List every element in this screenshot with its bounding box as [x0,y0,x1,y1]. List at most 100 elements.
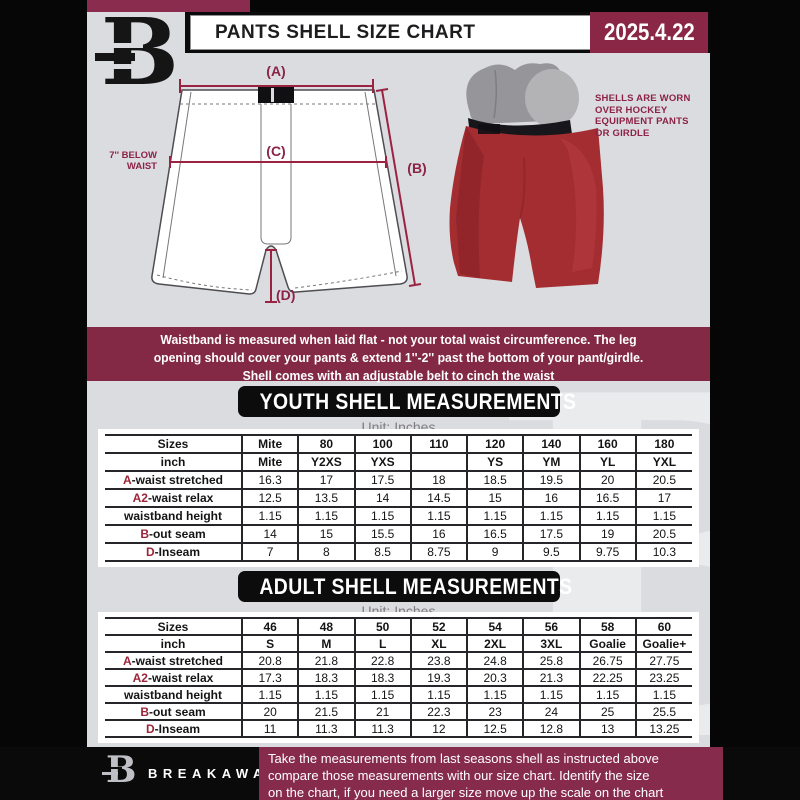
youth-table-container: Sizes Mite 80 100 110 120 140 160 180 inch Mite Y2X… [98,429,699,567]
measurement-cell: 22.8 [353,651,411,670]
measurement-cell: 48 [297,617,355,636]
measurement-cell: 140 [522,434,580,454]
measurement-cell: 15 [465,488,524,508]
measurement-cell: 1.15 [465,506,524,526]
row-label-accent: D [145,721,155,736]
measure-label-c: (C) [266,143,285,159]
measurement-cell: XL [409,634,467,653]
measurement-cell: 9.75 [578,542,636,562]
measurement-cell: 1.15 [240,685,299,704]
footer-logo-slice [104,767,122,769]
measurement-cell: 58 [578,617,636,636]
youth-section-header: YOUTH SHELL MEASUREMENTS [238,386,576,417]
shell-usage-note: SHELLS ARE WORN OVER HOCKEY EQUIPMENT PA… [595,93,691,139]
logo-slice [95,43,143,48]
footer-line: Take the measurements from last seasons … [268,751,659,766]
measurement-cell: 26.75 [578,651,636,670]
measurement-cell: 16.5 [465,524,524,544]
measurement-cell: 11 [240,719,299,738]
adult-table-container: Sizes 46 48 50 52 54 56 58 60 inch S M L XL 2XL 3XL Goal… [98,612,699,743]
measurement-cell: YL [578,452,636,472]
measurement-cell: 21.3 [522,668,580,687]
measurement-cell: 16.3 [240,470,299,490]
measurement-cell: YS [465,452,524,472]
measurement-cell: 12.8 [522,719,580,738]
shorts-outline [151,89,408,295]
adult-section-title: ADULT SHELL MEASUREMENTS [259,574,573,599]
table-row: Sizes 46 48 50 52 54 56 58 60 [105,617,692,636]
measurement-cell: 3XL [522,634,580,653]
measurement-info-banner: Waistband is measured when laid flat - n… [87,327,710,383]
measurement-cell: M [297,634,355,653]
logo-slice [95,64,143,69]
measurement-cell: 19.5 [522,470,580,490]
row-label-accent: A [122,473,132,487]
brand-name: BREAKAWAY [148,766,281,781]
measurement-cell: 10.3 [634,542,692,562]
measurement-cell: 27.75 [634,651,692,670]
adult-section-header: ADULT SHELL MEASUREMENTS [238,571,572,602]
table-row: waistband height 1.15 1.15 1.15 1.15 1.15 1.15… [105,506,692,526]
row-label: A-waist stretched [105,470,242,490]
measurement-cell: 14 [353,488,411,508]
measurement-cell: 16 [522,488,580,508]
footer-logo-crossbar [102,772,118,775]
measurement-cell: 13.25 [634,719,692,738]
measurement-cell: 19 [578,524,636,544]
table-row: Sizes Mite 80 100 110 120 140 160 180 [105,434,692,454]
measurement-cell: 1.15 [353,685,411,704]
measurement-cell: 9 [465,542,524,562]
row-label: D-Inseam [105,719,242,738]
measurement-cell: 8.5 [353,542,411,562]
banner-line: Shell comes with an adjustable belt to c… [242,368,555,383]
row-label-accent: A2 [132,670,148,685]
measurement-cell: 100 [353,434,411,454]
measurement-cell: 23.25 [634,668,692,687]
measurement-cell: 11.3 [297,719,355,738]
banner-line: opening should cover your pants & extend… [153,350,644,365]
footer-line: compare those measurements with our size… [268,768,650,783]
measurement-cell: 120 [465,434,524,454]
measure-label-a: (A) [266,63,285,79]
table-row: D-Inseam 11 11.3 11.3 12 12.5 12.8 13 13.25 [105,719,692,738]
measurement-cell: 1.15 [522,685,580,704]
measurement-cell: 12 [409,719,467,738]
measurement-cell: 110 [409,434,467,454]
measurement-cell: 1.15 [353,506,411,526]
row-label: A2-waist relax [105,668,242,687]
youth-section-title: YOUTH SHELL MEASUREMENTS [259,389,577,414]
measurement-cell: 1.15 [240,506,299,526]
measurement-cell: 17 [297,470,355,490]
measurement-cell: 22.25 [578,668,636,687]
measurement-cell: 60 [634,617,692,636]
measurement-cell: 7 [240,542,299,562]
measurement-cell: Goalie [578,634,636,653]
measure-label-d: (D) [276,287,295,303]
row-label-accent: D [145,545,155,559]
measurement-cell: 15.5 [353,524,411,544]
measurement-cell: 20 [240,702,299,721]
measurement-cell: 24.8 [465,651,524,670]
content-area: B PANTS SHELL SIZE CHART 2025.4.22 B [87,12,710,747]
measurement-cell: 80 [297,434,355,454]
measurement-cell: 1.15 [634,506,692,526]
measurement-cell: 18.3 [297,668,355,687]
measurement-cell: 13 [578,719,636,738]
measurement-cell: 180 [634,434,692,454]
row-label: A2-waist relax [105,488,242,508]
below-waist-note: 7'' BELOW WAIST [109,150,157,172]
measurement-cell: 14 [240,524,299,544]
measurement-cell: 23.8 [409,651,467,670]
measurement-cell: 21.8 [297,651,355,670]
table-row: D-Inseam 7 8 8.5 8.75 9 9.5 9.75 10.3 [105,542,692,562]
measurement-cell: YXS [353,452,411,472]
measurement-cell: 24 [522,702,580,721]
measurement-cell: 1.15 [297,685,355,704]
row-label: B-out seam [105,524,242,544]
measurement-cell: 52 [409,617,467,636]
measurement-cell: Y2XS [297,452,355,472]
table-row: waistband height 1.15 1.15 1.15 1.15 1.15 1.15… [105,685,692,704]
row-label-accent: A [122,653,132,668]
row-label-accent: B [140,704,149,719]
measurement-cell: 17.5 [522,524,580,544]
